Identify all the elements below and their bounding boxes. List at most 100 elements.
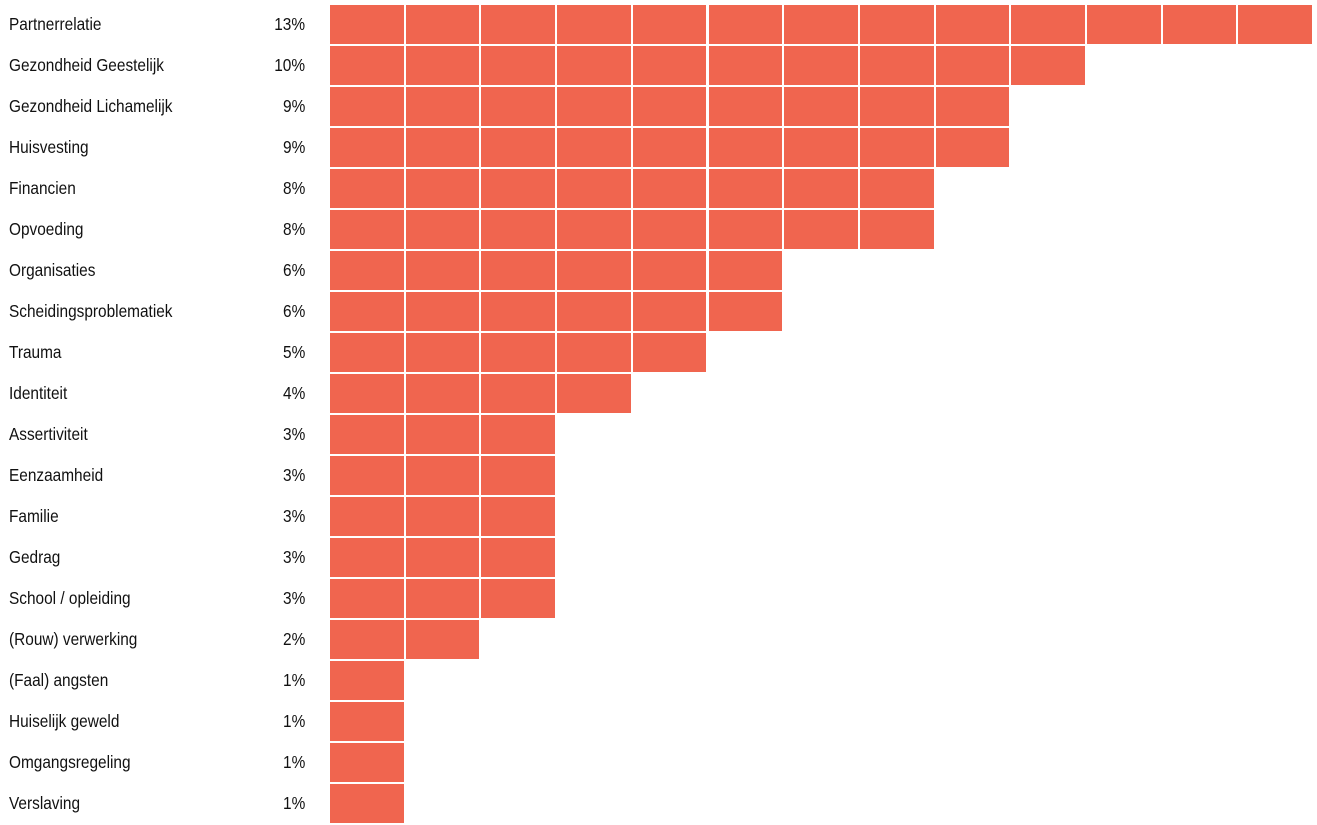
bar-block [632, 87, 707, 126]
bar-block [481, 497, 556, 536]
bar-block [481, 374, 556, 413]
category-label: Opvoeding [9, 219, 84, 239]
bar-block [784, 46, 858, 85]
bar-block [405, 251, 480, 290]
bar-block [557, 251, 631, 290]
value-label: 5% [282, 342, 305, 362]
value-label: 3% [282, 424, 305, 444]
bar-block [557, 46, 631, 85]
bar-block [405, 128, 480, 167]
bar-block [405, 456, 480, 495]
category-label: Partnerrelatie [9, 14, 102, 34]
bar-block [330, 251, 404, 290]
category-label: (Rouw) verwerking [9, 629, 138, 649]
bar-block [481, 210, 556, 249]
bar-block [557, 210, 631, 249]
category-label: Assertiviteit [9, 424, 88, 444]
bar-block [632, 169, 707, 208]
value-label: 10% [274, 55, 305, 75]
bar-block [330, 702, 404, 741]
bar-block [481, 292, 556, 331]
bar-block [330, 5, 404, 44]
bar-block [405, 169, 480, 208]
category-label: Organisaties [9, 260, 96, 280]
bar-block [632, 333, 707, 372]
bar-block [330, 784, 404, 823]
bar-block [330, 497, 404, 536]
bar-block [481, 456, 556, 495]
bar-block [708, 46, 783, 85]
bar-block [405, 292, 480, 331]
bar-block [1011, 46, 1085, 85]
bar-block [330, 579, 404, 618]
bar-block [859, 169, 934, 208]
bar-block [859, 46, 934, 85]
bar-block [330, 333, 404, 372]
bar-block [784, 87, 858, 126]
bar-block [1162, 5, 1237, 44]
bar-block [632, 210, 707, 249]
bar-block [935, 87, 1010, 126]
bar-block [330, 538, 404, 577]
value-label: 4% [282, 383, 305, 403]
bar-block [859, 210, 934, 249]
bar-block [330, 169, 404, 208]
bar-block [859, 5, 934, 44]
category-label: Scheidingsproblematiek [9, 301, 173, 321]
bar-block [708, 5, 783, 44]
bar-block [330, 415, 404, 454]
value-label: 8% [282, 219, 305, 239]
bar-block [330, 87, 404, 126]
bar-block [481, 87, 556, 126]
bar-block [405, 538, 480, 577]
bar-block [405, 210, 480, 249]
bar-block [405, 5, 480, 44]
bar-block [784, 169, 858, 208]
value-label: 13% [274, 14, 305, 34]
category-label: Eenzaamheid [9, 465, 104, 485]
bar-block [330, 374, 404, 413]
bar-block [557, 128, 631, 167]
bar-block [330, 210, 404, 249]
bar-block [784, 5, 858, 44]
category-label: Verslaving [9, 793, 81, 813]
bar-block [935, 46, 1010, 85]
bar-block [330, 661, 404, 700]
bar-block [405, 579, 480, 618]
bar-block [405, 46, 480, 85]
value-label: 3% [282, 588, 305, 608]
category-label: Huiselijk geweld [9, 711, 120, 731]
bar-block [557, 169, 631, 208]
bar-block [481, 333, 556, 372]
value-label: 6% [282, 301, 305, 321]
bar-block [708, 210, 783, 249]
value-label: 1% [282, 711, 305, 731]
bar-block [1087, 5, 1161, 44]
category-label: (Faal) angsten [9, 670, 109, 690]
value-label: 6% [282, 260, 305, 280]
bar-block [557, 333, 631, 372]
category-label: Gezondheid Geestelijk [9, 55, 164, 75]
bar-block [405, 497, 480, 536]
bar-block [557, 374, 631, 413]
bar-block [708, 169, 783, 208]
bar-block [481, 128, 556, 167]
bar-block [481, 538, 556, 577]
bar-block [405, 620, 480, 659]
bar-block [632, 46, 707, 85]
category-label: Familie [9, 506, 59, 526]
value-label: 9% [282, 137, 305, 157]
bar-block [632, 292, 707, 331]
bar-block [632, 251, 707, 290]
bar-block [330, 456, 404, 495]
bar-block [708, 251, 783, 290]
value-label: 1% [282, 793, 305, 813]
bar-block [632, 5, 707, 44]
bar-block [481, 169, 556, 208]
category-label: Trauma [9, 342, 62, 362]
bar-block [859, 128, 934, 167]
value-label: 3% [282, 506, 305, 526]
category-label: Gezondheid Lichamelijk [9, 96, 173, 116]
category-label: School / opleiding [9, 588, 131, 608]
